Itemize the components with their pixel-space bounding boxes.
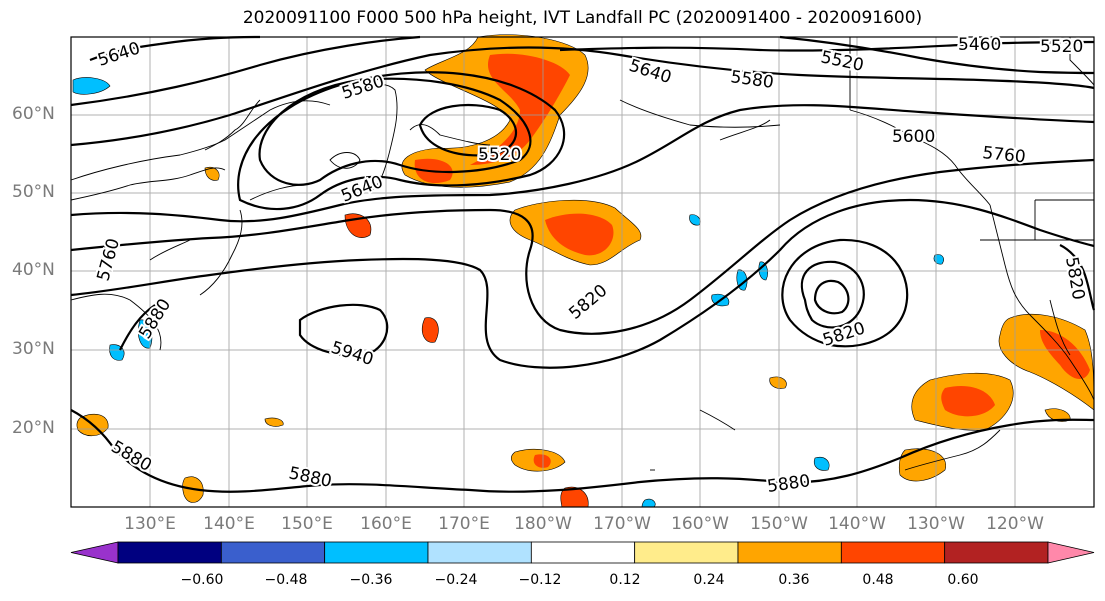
lat-label: 20°N (12, 418, 55, 438)
colorbar-tick-label: 0.60 (947, 572, 979, 588)
colorbar-tick-label: 0.24 (693, 572, 725, 588)
colorbar-tick-label: −0.36 (349, 572, 393, 588)
lon-label: 130°E (124, 514, 176, 534)
colorbar-segment (117, 541, 222, 564)
map-panel (70, 34, 1096, 508)
lon-label: 160°W (671, 514, 729, 534)
contour-label: 5600 (892, 127, 935, 147)
colorbar-tick-label: −0.24 (434, 572, 478, 588)
lon-label: 140°E (203, 514, 255, 534)
lon-label: 170°W (593, 514, 651, 534)
colorbar-segment (634, 541, 739, 564)
chart-title: 2020091100 F000 500 hPa height, IVT Land… (242, 8, 923, 28)
lat-label: 60°N (12, 104, 55, 124)
colorbar-tick-label: −0.48 (264, 572, 308, 588)
coastlines (70, 37, 1095, 471)
colorbar-tick-label: 0.36 (778, 572, 810, 588)
contour-label: 5520 (1040, 37, 1083, 57)
lat-label: 50°N (12, 182, 55, 202)
colorbar (70, 541, 1095, 564)
colorbar-segment (840, 541, 946, 564)
lon-label: 170°E (438, 514, 490, 534)
colorbar-extend-min (70, 541, 119, 564)
colorbar-tick-label: −0.12 (518, 572, 562, 588)
colorbar-tick-label: −0.60 (180, 572, 224, 588)
colorbar-segment (324, 541, 429, 564)
contour-label: 5760 (981, 143, 1026, 167)
map-frame (70, 36, 1095, 508)
contour-label: 5460 (958, 35, 1001, 55)
colorbar-tick-label: 0.48 (862, 572, 894, 588)
height-contours (70, 35, 1096, 493)
lat-label: 30°N (12, 339, 55, 359)
lon-label: 120°W (986, 514, 1044, 534)
colorbar-tick-label: 0.12 (609, 572, 641, 588)
lon-label: 180°W (514, 514, 572, 534)
colorbar-segment (737, 541, 842, 564)
colorbar-extend-max (1047, 541, 1095, 564)
lon-label: 150°E (281, 514, 333, 534)
colorbar-segment (944, 541, 1049, 564)
colorbar-segment (427, 541, 532, 564)
lon-label: 140°W (828, 514, 886, 534)
lat-label: 40°N (12, 260, 55, 280)
lon-label: 150°W (750, 514, 808, 534)
lon-label: 130°W (907, 514, 965, 534)
colorbar-segment (220, 541, 326, 564)
contour-label: 5520 (478, 145, 521, 165)
colorbar-segment (530, 541, 636, 564)
lon-label: 160°E (360, 514, 412, 534)
